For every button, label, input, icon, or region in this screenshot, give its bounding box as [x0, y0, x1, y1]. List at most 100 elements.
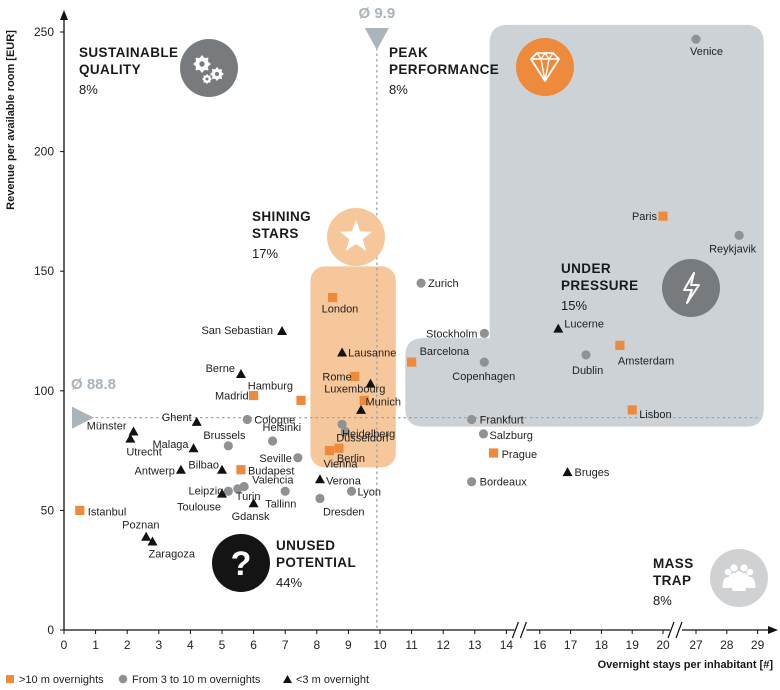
person-body	[732, 580, 746, 591]
label-malaga: Malaga	[152, 439, 189, 451]
point-amsterdam	[615, 340, 625, 350]
label-istanbul: Istanbul	[88, 506, 127, 518]
point-lisbon	[627, 405, 637, 415]
label-d-sseldorf: Düsseldorf	[336, 432, 390, 444]
label-seville: Seville	[259, 453, 291, 465]
legend-item-square: >10 m overnights	[6, 674, 104, 686]
background-layer	[310, 24, 764, 468]
peak-percent: 8%	[389, 82, 408, 97]
point-reykjavik	[734, 230, 744, 240]
legend-item-circle: From 3 to 10 m overnights	[118, 674, 261, 686]
label-utrecht: Utrecht	[126, 447, 161, 459]
x-tick-label: 17	[564, 638, 578, 652]
point-budapest	[236, 465, 246, 475]
x-tick-label: 27	[689, 638, 703, 652]
point-munich	[356, 404, 367, 414]
point-prague	[489, 448, 499, 458]
under-quadrant: UNDER PRESSURE 15%	[561, 259, 720, 317]
label-barcelona: Barcelona	[420, 346, 470, 358]
x-tick-label: 5	[219, 638, 226, 652]
shining-stars-zone	[310, 266, 396, 468]
point-m-nster	[128, 426, 139, 436]
person-head	[724, 568, 732, 576]
label-san-sebastian: San Sebastian	[201, 325, 273, 337]
point-verona	[314, 474, 325, 484]
legend-triangle-marker	[283, 675, 292, 683]
y-tick-label: 250	[34, 25, 54, 39]
x-tick-label: 1	[92, 638, 99, 652]
shining-percent: 17%	[252, 246, 278, 261]
x-tick-label: 12	[437, 638, 451, 652]
y-tick-label: 0	[47, 623, 54, 637]
person-head	[746, 568, 754, 576]
label-m-nster: Münster	[87, 420, 127, 432]
lightning-icon	[683, 272, 700, 304]
label-dresden: Dresden	[323, 506, 365, 518]
label-brussels: Brussels	[203, 430, 246, 442]
unused-quadrant: UNUSED POTENTIAL 44%?	[212, 534, 356, 592]
point-madrid	[249, 390, 259, 401]
point-copenhagen	[479, 357, 489, 367]
label-amsterdam: Amsterdam	[618, 355, 674, 367]
legend-layer: >10 m overnights From 3 to 10 m overnight…	[6, 674, 369, 686]
unused-title-line2: POTENTIAL	[276, 555, 356, 570]
label-turin: Turin	[236, 491, 261, 503]
x-tick-label: 11	[405, 638, 418, 652]
person-head	[740, 564, 748, 572]
label-heidelberg: Heidelberg	[342, 428, 395, 440]
person-head	[730, 564, 738, 572]
label-stockholm: Stockholm	[426, 328, 477, 340]
label-valencia: Valencia	[252, 474, 294, 486]
point-san-sebastian	[277, 326, 288, 335]
point-dublin	[581, 350, 591, 360]
point-frankfurt	[467, 414, 477, 425]
legend-label: From 3 to 10 m overnights	[132, 674, 261, 686]
label-antwerp: Antwerp	[135, 466, 175, 478]
x-tick-label: 2	[124, 638, 131, 652]
under-title-line2: PRESSURE	[561, 278, 638, 293]
label-berne: Berne	[206, 363, 235, 375]
point-bruges	[562, 467, 573, 477]
label-bilbao: Bilbao	[188, 460, 219, 472]
axis-break-mark	[511, 621, 519, 639]
peak-title-line1: PEAK	[389, 45, 428, 60]
point-london	[328, 292, 338, 303]
y-axis-arrow	[60, 10, 68, 20]
under-pressure-zone	[405, 24, 764, 427]
point-dresden	[315, 493, 325, 504]
point-venice	[691, 34, 701, 44]
label-lyon: Lyon	[358, 486, 381, 498]
avg-x-marker	[364, 28, 389, 50]
legend-item-triangle: <3 m overnight	[283, 674, 369, 686]
label-budapest: Budapest	[248, 466, 294, 478]
x-tick-label: 20	[656, 638, 670, 652]
y-tick-label: 50	[41, 503, 55, 517]
legend-square-marker	[6, 675, 14, 683]
avg-x-label: Ø 9.9	[358, 5, 395, 22]
x-axis-arrow	[768, 626, 778, 634]
label-zurich: Zurich	[428, 278, 459, 290]
label-poznan: Poznan	[122, 520, 159, 532]
x-tick-label: 14	[500, 638, 514, 652]
label-venice: Venice	[690, 46, 723, 58]
point-salzburg	[478, 429, 489, 439]
label-lisbon: Lisbon	[639, 409, 671, 421]
label-madrid: Madrid	[215, 391, 249, 403]
star-shape	[339, 220, 373, 251]
label-rome: Rome	[322, 371, 351, 383]
point-d-sseldorf	[340, 426, 350, 437]
mass-percent: 8%	[653, 593, 672, 608]
point-utrecht	[125, 433, 136, 443]
label-ghent: Ghent	[162, 412, 192, 424]
legend-label: <3 m overnight	[296, 674, 369, 686]
under-icon-circle	[662, 259, 720, 317]
label-salzburg: Salzburg	[489, 430, 532, 442]
sustainable-percent: 8%	[79, 82, 98, 97]
avg-y-label: Ø 88.8	[71, 376, 116, 393]
x-tick-label: 16	[533, 638, 547, 652]
label-munich: Munich	[366, 397, 401, 409]
point-tallinn	[280, 486, 290, 496]
sustainable-quadrant: SUSTAINABLE QUALITY 8%	[79, 39, 238, 97]
label-dublin: Dublin	[572, 365, 603, 377]
